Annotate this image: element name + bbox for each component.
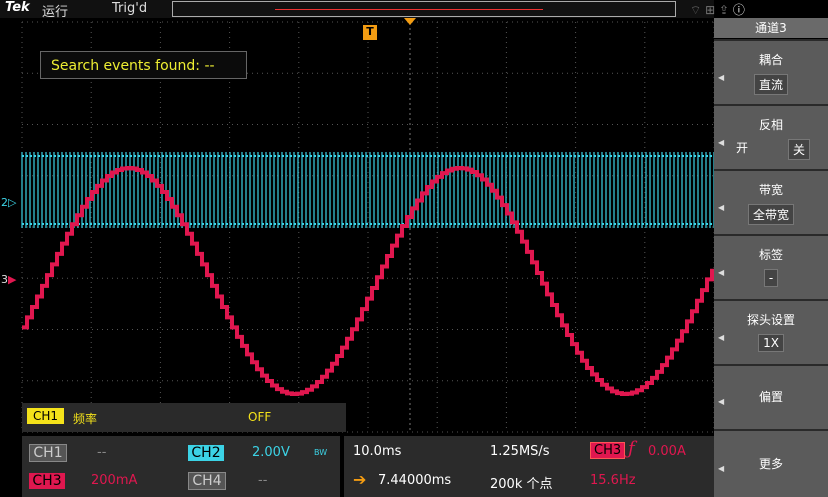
ch2-bw: BW: [314, 448, 328, 457]
menu-value: 直流: [753, 74, 788, 95]
time-position: 7.44000ms: [378, 473, 452, 488]
record-window: [275, 9, 543, 10]
trigger-status: Trig'd: [112, 1, 148, 16]
run-state[interactable]: 运行: [42, 5, 69, 20]
slope-icon: ƒ: [628, 438, 635, 459]
position-arrow: ➔: [353, 470, 367, 489]
ch1-scale: --: [97, 445, 107, 460]
record-length: 200k 个点: [490, 477, 553, 492]
ch2-waveform: [21, 152, 714, 228]
menu-value: 1X: [758, 334, 784, 352]
ch3-box[interactable]: CH3: [29, 470, 65, 489]
trigger-marker: T: [363, 25, 377, 40]
trigger-level: 0.00A: [648, 444, 686, 459]
menu-label: 带宽: [758, 183, 783, 197]
trigger-position-marker: [404, 18, 416, 25]
menu-item[interactable]: ◀ 反相开关: [714, 104, 828, 169]
meas-state: OFF: [248, 410, 272, 424]
menu-item[interactable]: ◀ 标签 -: [714, 234, 828, 299]
ch2-scale: 2.00V: [252, 445, 290, 460]
menu-label: 耦合: [758, 53, 783, 67]
menu-option[interactable]: 关: [787, 139, 810, 160]
menu-value: 全带宽: [747, 204, 794, 225]
channel-panel: [22, 436, 340, 497]
trigger-frequency: 15.6Hz: [590, 473, 636, 488]
ch4-scale: --: [258, 473, 268, 488]
status-icons: ⌔ ⊞ ⇪ ⓘ: [690, 3, 745, 17]
ch2-label: CH2: [188, 445, 224, 461]
menu-item[interactable]: ◀ 偏置: [714, 364, 828, 429]
ch3-marker-label: 3: [1, 273, 8, 286]
menu-label: 探头设置: [746, 313, 795, 327]
menu-label: 反相: [758, 118, 783, 132]
ch3-marker: 3▶: [1, 273, 17, 286]
menu-label: 标签: [758, 248, 783, 262]
menu-label: 更多: [758, 457, 783, 471]
ch3-scale: 200mA: [91, 473, 138, 488]
ch3-label: CH3: [29, 473, 65, 489]
ch2-box[interactable]: CH2: [188, 442, 224, 461]
menu-option[interactable]: 开: [736, 141, 749, 155]
menu-item[interactable]: ◀ 耦合 直流: [714, 39, 828, 104]
brand: Tek: [5, 0, 30, 15]
meas-type: 频率: [73, 412, 98, 426]
menu-item[interactable]: ◀ 更多: [714, 429, 828, 497]
trigger-source[interactable]: CH3: [590, 442, 626, 459]
timebase-panel: [344, 436, 714, 497]
record-view: [172, 1, 676, 17]
ch1-box[interactable]: CH1: [29, 442, 67, 462]
sample-rate: 1.25MS/s: [490, 444, 550, 459]
menu-title: 通道3: [714, 18, 828, 38]
menu-label: 偏置: [758, 390, 783, 404]
menu-item[interactable]: ◀ 探头设置 1X: [714, 299, 828, 364]
ch3-waveform: [22, 166, 714, 396]
waveform-area: [21, 18, 714, 433]
meas-channel[interactable]: CH1: [27, 408, 65, 424]
menu-value: -: [763, 269, 779, 287]
ch4-label: CH4: [188, 472, 226, 490]
menu-item[interactable]: ◀ 带宽 全带宽: [714, 169, 828, 234]
ch2-marker-label: 2: [1, 196, 8, 209]
ch4-box[interactable]: CH4: [188, 470, 226, 490]
ch2-marker: 2▷: [1, 196, 17, 209]
search-box: Search events found: --: [40, 51, 247, 79]
measurement-bar: [22, 403, 346, 432]
time-scale: 10.0ms: [353, 444, 402, 459]
ch1-label: CH1: [29, 444, 67, 462]
